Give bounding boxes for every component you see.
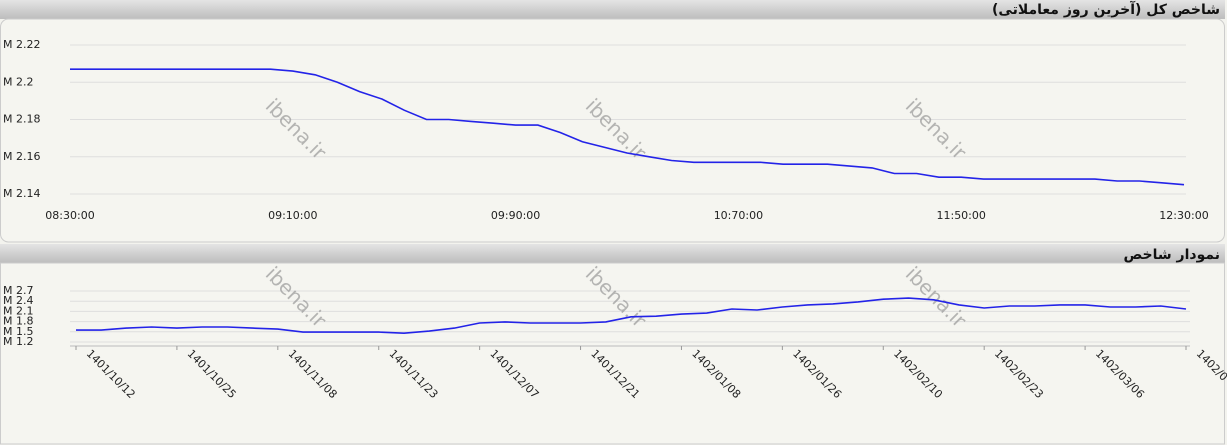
y-tick-label: M 2.2 xyxy=(3,75,33,88)
y-tick-label: M 2.14 xyxy=(3,187,40,200)
panel xyxy=(0,262,1225,445)
y-tick-label: M 1.5 xyxy=(3,325,33,338)
x-tick-label: 08:30:00 xyxy=(45,209,94,222)
y-tick-label: M 1.8 xyxy=(3,315,33,328)
x-tick-label: 10:70:00 xyxy=(714,209,763,222)
y-tick-label: M 2.16 xyxy=(3,150,40,163)
data-line xyxy=(76,297,1187,335)
y-tick-label: M 2.7 xyxy=(3,284,33,297)
panel xyxy=(0,18,1225,243)
panel-title: نمودار شاخص xyxy=(1123,247,1220,263)
panel-title: شاخص کل (آخرین روز معاملاتی) xyxy=(992,0,1220,18)
y-tick-label: M 2.1 xyxy=(3,304,33,317)
y-tick-label: M 1.2 xyxy=(3,335,33,348)
x-tick-label: 09:90:00 xyxy=(491,209,540,222)
y-tick-label: M 2.22 xyxy=(3,38,40,51)
panel-header xyxy=(0,244,1225,263)
x-tick-label: 09:10:00 xyxy=(268,209,317,222)
y-tick-label: M 2.4 xyxy=(3,294,33,307)
y-tick-label: M 2.18 xyxy=(3,113,40,126)
data-line xyxy=(70,68,1185,186)
panel-header xyxy=(0,0,1225,19)
x-tick-label: 11:50:00 xyxy=(936,209,985,222)
x-tick-label: 12:30:00 xyxy=(1159,209,1208,222)
